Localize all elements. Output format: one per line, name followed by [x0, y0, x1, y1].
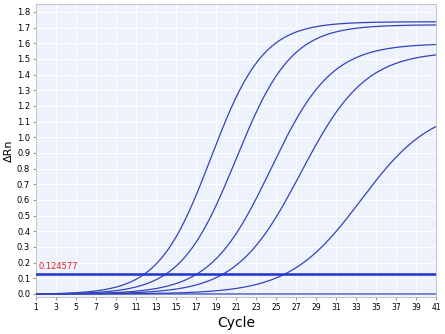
X-axis label: Cycle: Cycle [217, 316, 255, 330]
Y-axis label: ΔRn: ΔRn [4, 139, 14, 162]
Text: 0.124577: 0.124577 [39, 262, 78, 271]
